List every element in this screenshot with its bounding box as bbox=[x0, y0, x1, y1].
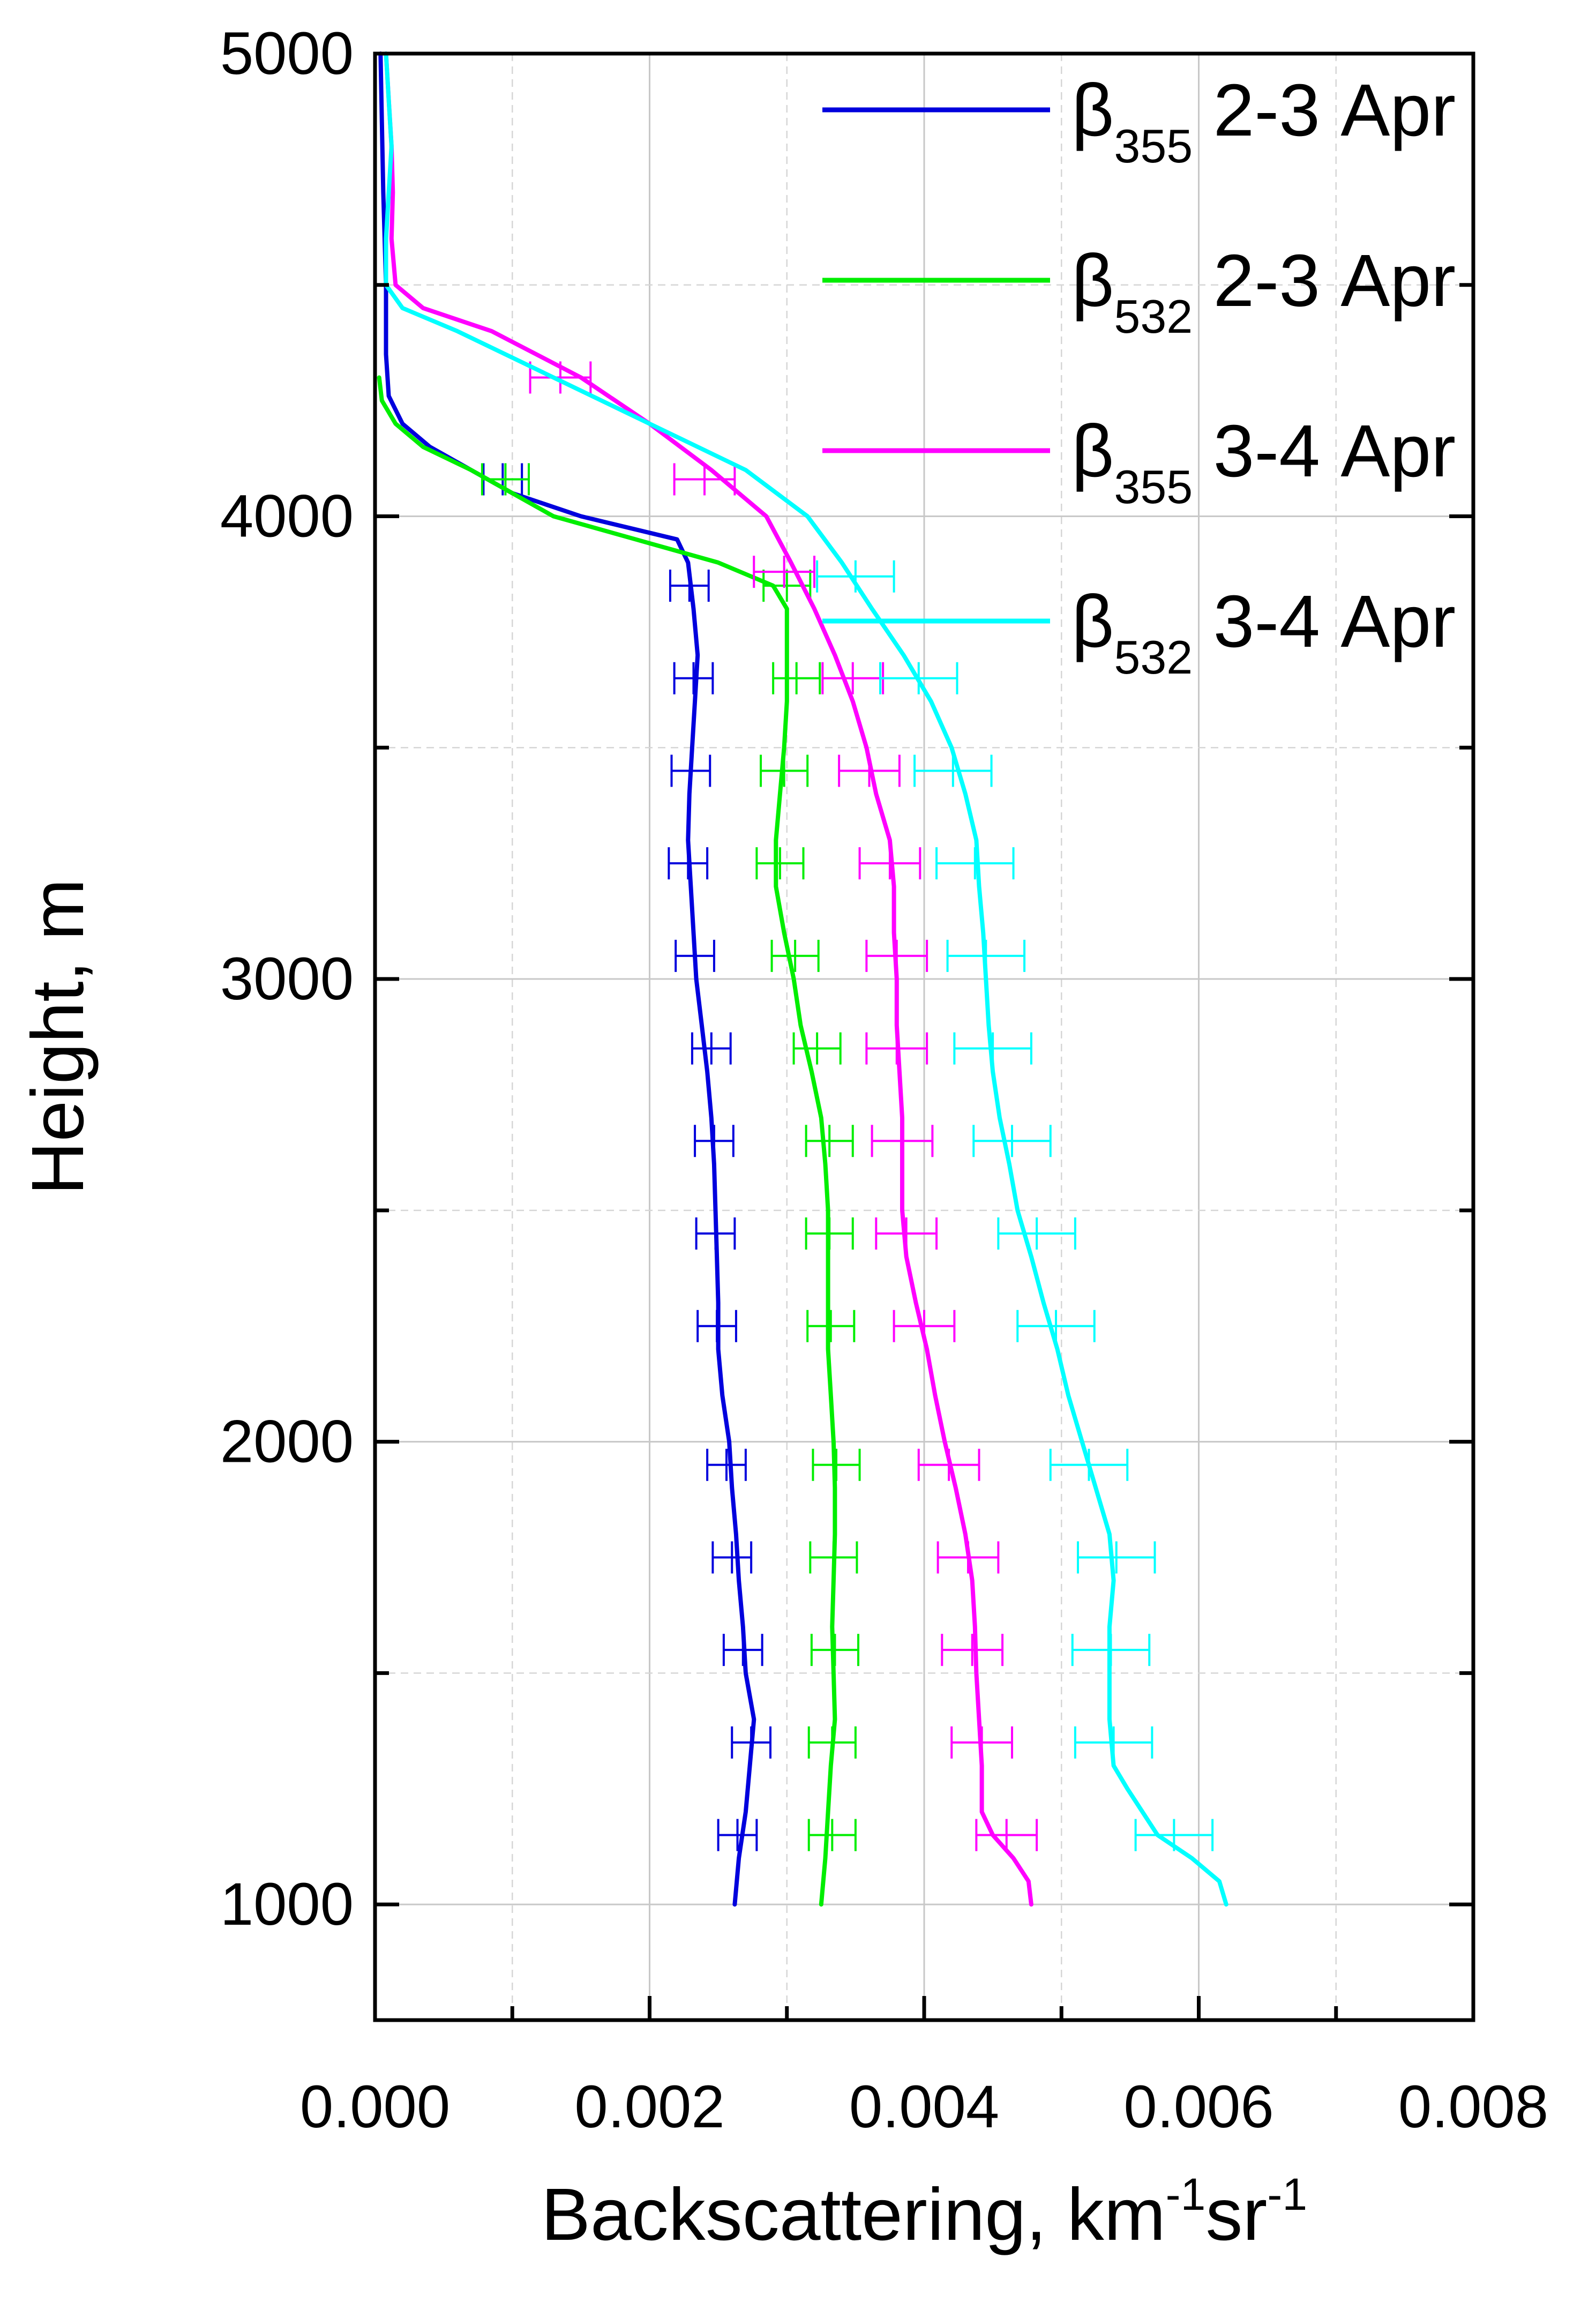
x-axis-title-sup2: -1 bbox=[1267, 2169, 1307, 2219]
ticks-layer: 0.000 0.002 0.004 0.006 0.008 1000 2000 3000 400… bbox=[220, 20, 1548, 2140]
series-group bbox=[378, 51, 771, 1907]
y-tick-label: 5000 bbox=[220, 20, 354, 87]
legend-label-text: 2-3 Apr bbox=[1193, 69, 1456, 152]
legend-label: β532 2-3 Apr bbox=[1072, 240, 1456, 343]
legend-label: β532 3-4 Apr bbox=[1072, 580, 1456, 684]
series-group bbox=[384, 51, 1228, 1907]
legend-label: β355 2-3 Apr bbox=[1072, 69, 1456, 173]
y-tick-label: 2000 bbox=[220, 1408, 354, 1475]
legend-label-text: 3-4 Apr bbox=[1193, 410, 1456, 492]
legend-label-symbol: β bbox=[1072, 69, 1114, 152]
series-group bbox=[384, 51, 1038, 1907]
y-tick-label: 3000 bbox=[220, 945, 354, 1012]
legend-label-text: 2-3 Apr bbox=[1193, 240, 1456, 322]
series-line bbox=[378, 51, 756, 1907]
grid-layer bbox=[375, 54, 1473, 2020]
legend-label-symbol: β bbox=[1072, 580, 1114, 663]
x-tick-label: 0.006 bbox=[1123, 2073, 1273, 2140]
y-axis-title: Height, m bbox=[17, 879, 99, 1195]
x-tick-label: 0.000 bbox=[300, 2073, 450, 2140]
x-axis-title: Backscattering, km-1sr-1 bbox=[541, 2169, 1307, 2256]
x-tick-label: 0.004 bbox=[849, 2073, 999, 2140]
series-line bbox=[384, 51, 1228, 1907]
x-axis-title-unit: sr bbox=[1205, 2173, 1267, 2256]
legend-label-text: 3-4 Apr bbox=[1193, 580, 1456, 663]
series-line bbox=[384, 51, 1033, 1907]
legend-label: β355 3-4 Apr bbox=[1072, 410, 1456, 513]
legend-label-symbol: β bbox=[1072, 240, 1114, 322]
legend-label-subscript: 532 bbox=[1114, 290, 1193, 343]
series-layer bbox=[377, 51, 1228, 1907]
legend-label-symbol: β bbox=[1072, 410, 1114, 492]
legend-label-subscript: 355 bbox=[1114, 119, 1193, 173]
series-line bbox=[377, 375, 837, 1907]
legend-label-subscript: 355 bbox=[1114, 460, 1193, 513]
x-tick-label: 0.008 bbox=[1398, 2073, 1548, 2140]
series-group bbox=[377, 375, 861, 1907]
x-tick-label: 0.002 bbox=[574, 2073, 724, 2140]
x-axis-title-sup1: -1 bbox=[1166, 2169, 1206, 2219]
y-tick-label: 1000 bbox=[220, 1871, 354, 1938]
y-tick-label: 4000 bbox=[220, 483, 354, 550]
legend-label-subscript: 532 bbox=[1114, 631, 1193, 684]
x-axis-title-main: Backscattering, km bbox=[541, 2173, 1166, 2256]
